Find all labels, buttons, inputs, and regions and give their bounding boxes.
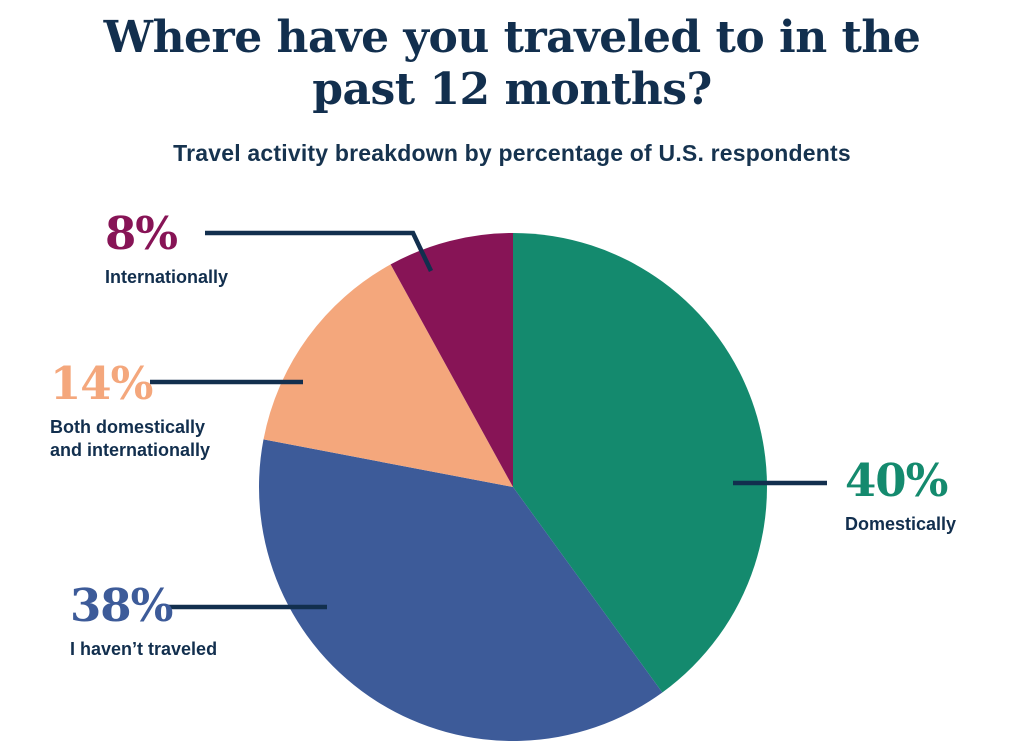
leader-line-internationally [205,230,434,272]
percent-internationally: 8% [105,207,178,260]
pie-slice-both-domestically-and-internationally [263,264,513,487]
percent-domestically: 40% [845,454,948,507]
callout-domestically: 40% Domestically [845,458,956,536]
chart-title-line-2: past 12 months? [312,63,712,115]
label-internationally: Internationally [105,267,229,287]
percent-both: 14% [50,357,153,410]
chart-subtitle: Travel activity breakdown by percentage … [173,140,851,166]
chart-title: Where have you traveled to in the past 1… [0,12,1024,116]
pie-slice-i-haven-t-traveled [259,439,663,742]
label-domestically: Domestically [845,514,957,534]
pie-slice-internationally [390,233,513,487]
label-both: Both domestically and internationally [50,417,211,460]
percent-havent-traveled: 38% [70,579,173,632]
leader-lines [150,230,827,610]
pie-slice-domestically [513,233,768,693]
pie-slices [259,233,768,742]
chart-title-line-1: Where have you traveled to in the [103,12,921,63]
callout-both: 14% Both domestically and internationall… [50,361,240,461]
label-havent-traveled: I haven’t traveled [70,639,218,659]
callout-havent-traveled: 38% I haven’t traveled [70,583,217,661]
callout-internationally: 8% Internationally [105,211,228,289]
